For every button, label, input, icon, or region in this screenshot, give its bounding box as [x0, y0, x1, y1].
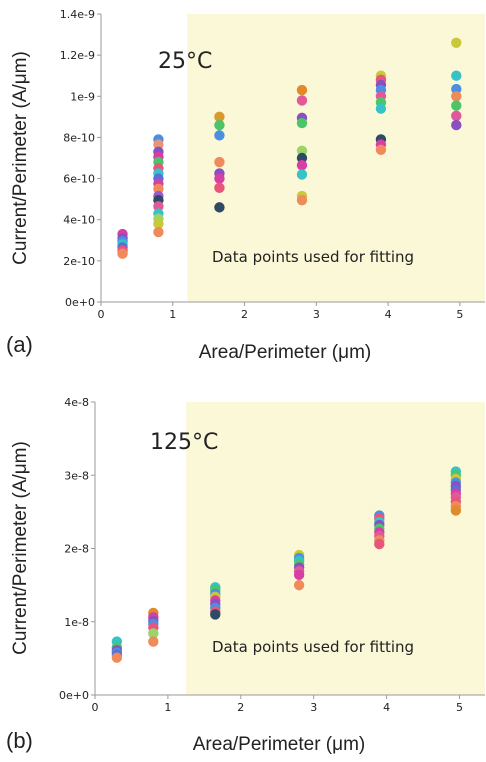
y-tick-label: 8e-10	[63, 131, 95, 144]
temperature-label: 125°C	[150, 430, 218, 455]
data-point	[450, 505, 462, 516]
panel-label: (b)	[6, 728, 33, 753]
x-tick-label: 0	[98, 308, 105, 321]
panel-label: (a)	[6, 332, 33, 357]
x-axis-label: Area/Perimeter (μm)	[193, 734, 365, 755]
y-tick-label: 2e-10	[63, 255, 95, 268]
data-point	[451, 100, 462, 111]
data-point	[148, 628, 159, 639]
data-point	[296, 152, 308, 164]
data-point	[148, 636, 159, 647]
y-tick-label: 3e-8	[64, 469, 89, 482]
data-point	[214, 111, 225, 123]
x-tick-label: 2	[237, 701, 244, 714]
data-point	[214, 156, 225, 168]
data-point	[374, 538, 385, 550]
data-point	[451, 70, 462, 81]
data-point	[293, 579, 305, 591]
axes: 0e+0 2e-10 4e-10 6e-10 8e-10 1e-9 1.2e-9 1.4e-9…	[60, 8, 485, 321]
data-point	[153, 139, 164, 150]
data-points	[117, 37, 462, 259]
data-point	[451, 83, 462, 95]
y-tick-label: 1e-8	[64, 616, 89, 629]
x-tick-label: 5	[456, 308, 463, 321]
data-point	[296, 169, 308, 180]
fitting-region-label: Data points used for fitting	[212, 638, 414, 656]
data-point	[296, 95, 308, 106]
x-tick-label: 4	[385, 308, 392, 321]
x-tick-label: 1	[169, 308, 176, 321]
data-point	[451, 91, 462, 102]
data-point	[296, 117, 308, 129]
axes: 0e+0 1e-8 2e-8 3e-8 4e-8 0 1 2 3 4 5	[59, 396, 485, 714]
chart-panel-b: 0e+0 1e-8 2e-8 3e-8 4e-8 0 1 2 3 4 5 125°C Data po…	[6, 396, 485, 755]
y-tick-label: 4e-10	[63, 214, 95, 227]
data-point	[296, 194, 308, 206]
data-point	[375, 103, 387, 114]
y-tick-label: 1.4e-9	[60, 8, 95, 21]
y-tick-label: 4e-8	[64, 396, 89, 409]
fitting-region-highlight	[187, 14, 485, 302]
data-point	[214, 202, 225, 213]
data-point	[451, 37, 462, 48]
data-point	[210, 609, 221, 620]
x-tick-label: 1	[164, 701, 171, 714]
y-axis-label: Current/Perimeter (A/μm)	[10, 51, 31, 265]
data-point	[153, 201, 164, 212]
data-point	[296, 84, 308, 96]
data-points	[111, 466, 462, 663]
y-tick-label: 1e-9	[70, 90, 95, 103]
data-point	[153, 183, 164, 195]
y-axis-label: Current/Perimeter (A/μm)	[10, 441, 31, 655]
x-tick-label: 2	[241, 308, 248, 321]
data-point	[375, 144, 387, 155]
y-tick-label: 2e-8	[64, 543, 89, 556]
data-point	[153, 226, 164, 238]
fitting-region-label: Data points used for fitting	[212, 248, 414, 266]
data-point	[111, 652, 123, 663]
data-point	[296, 145, 308, 156]
fitting-region-highlight	[186, 402, 485, 695]
y-tick-label: 1.2e-9	[60, 49, 95, 62]
y-tick-label: 6e-10	[63, 173, 95, 186]
temperature-label: 25°C	[158, 49, 212, 74]
x-tick-label: 5	[456, 701, 463, 714]
y-tick-label: 0e+0	[65, 296, 95, 309]
data-point	[214, 173, 225, 184]
x-tick-label: 0	[92, 701, 99, 714]
data-point	[451, 110, 462, 122]
x-tick-label: 4	[383, 701, 390, 714]
x-tick-label: 3	[313, 308, 320, 321]
x-axis-label: Area/Perimeter (μm)	[199, 342, 371, 363]
x-tick-label: 3	[310, 701, 317, 714]
chart-panel-a: 0e+0 2e-10 4e-10 6e-10 8e-10 1e-9 1.2e-9 1.4e-9…	[6, 8, 485, 363]
data-point	[153, 218, 164, 230]
data-point	[214, 119, 225, 131]
data-point	[117, 248, 128, 259]
data-point	[214, 182, 225, 194]
data-point	[451, 119, 462, 131]
data-point	[214, 130, 225, 141]
y-tick-label: 0e+0	[59, 689, 89, 702]
data-point	[293, 569, 305, 581]
data-point	[296, 160, 308, 171]
